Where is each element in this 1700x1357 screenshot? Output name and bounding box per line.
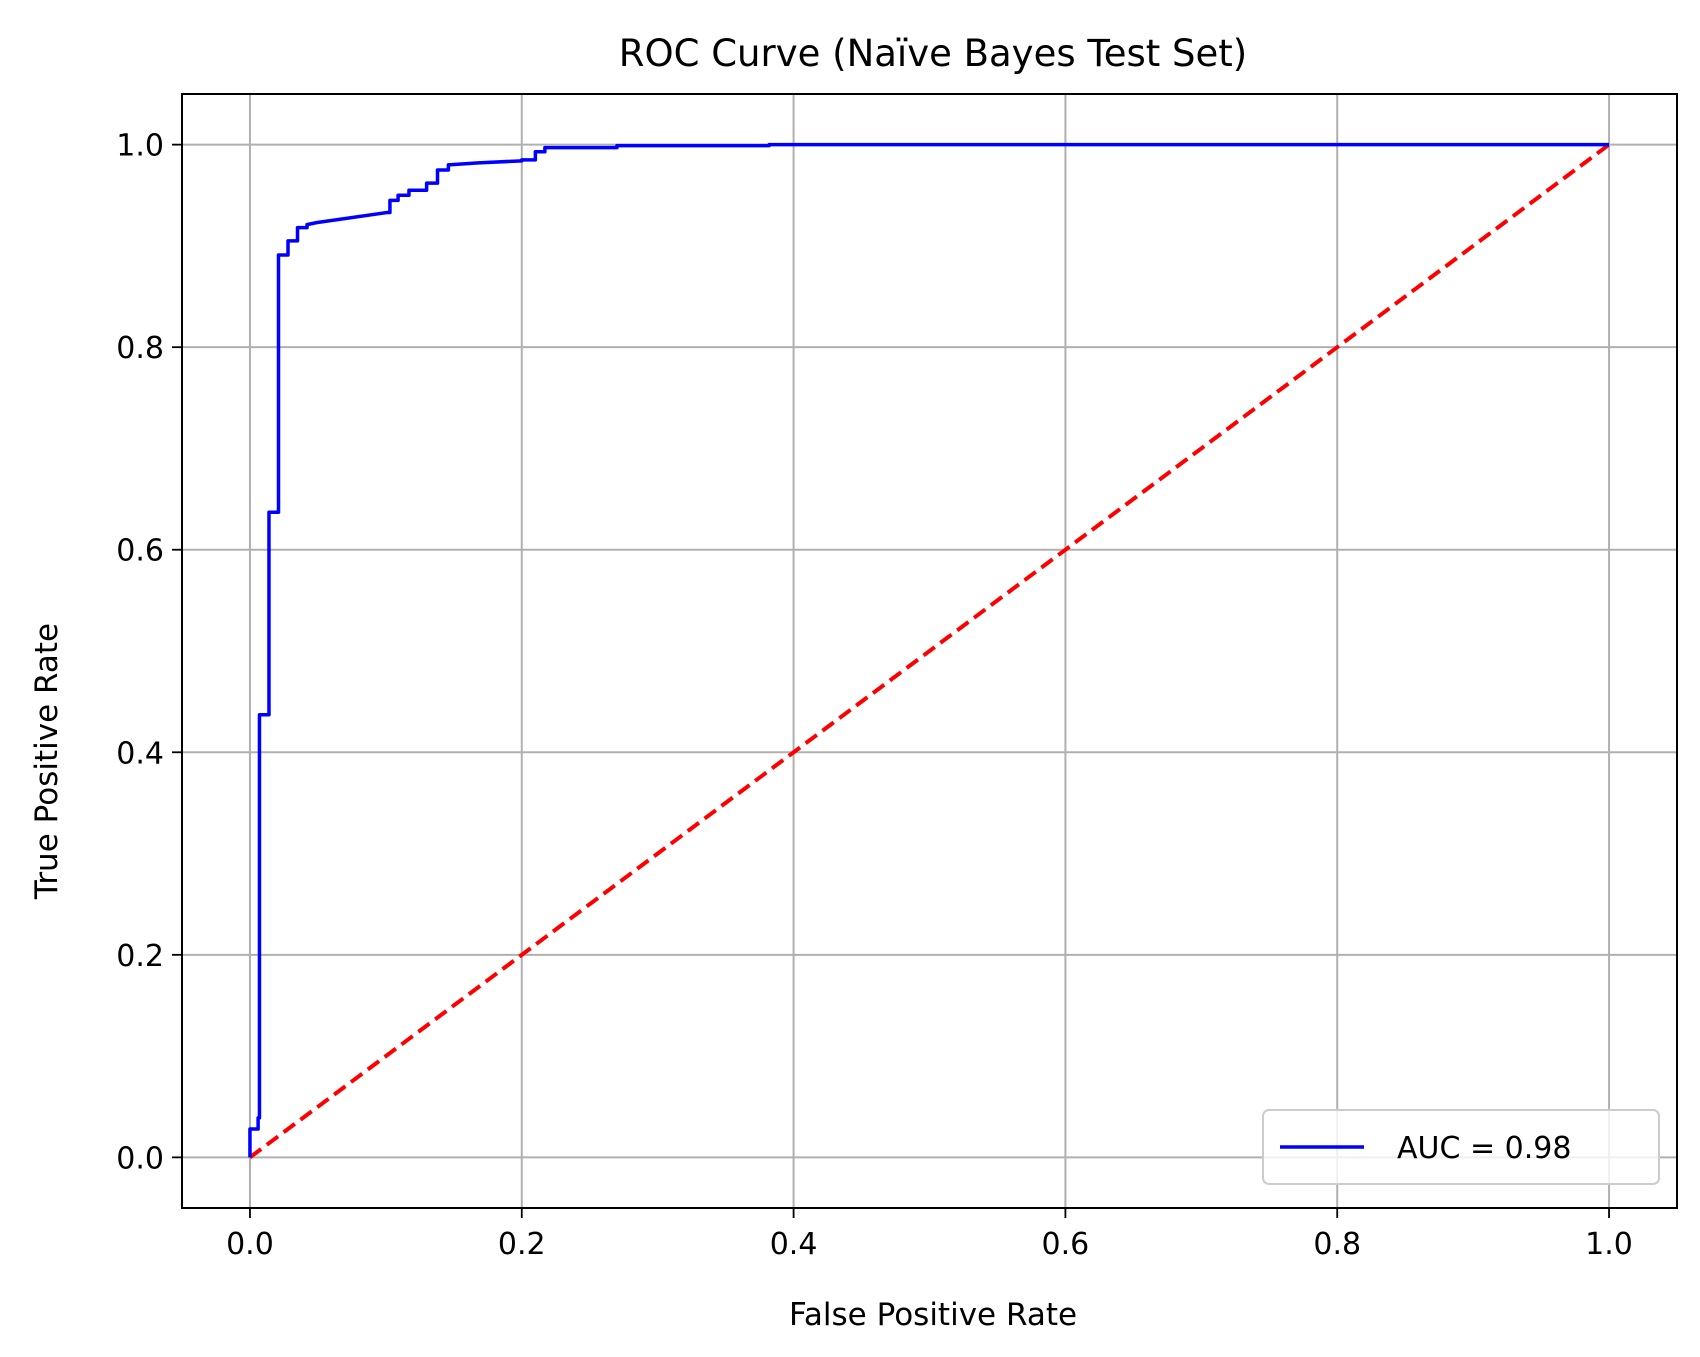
x-tick-label-1: 0.2 <box>498 1227 546 1262</box>
roc-curve-line <box>248 142 1610 1158</box>
y-tick-label-0: 0.0 <box>116 1141 164 1176</box>
x-tick-label-0: 0.0 <box>226 1227 274 1262</box>
chance-diagonal-line <box>248 143 1611 1159</box>
plot-series <box>248 142 1611 1159</box>
y-tick-label-1: 0.2 <box>116 939 164 974</box>
y-tick-label-2: 0.4 <box>116 736 164 771</box>
legend: AUC = 0.98 <box>1262 1109 1660 1185</box>
y-tick-label-3: 0.6 <box>116 534 164 569</box>
x-tick-label-3: 0.6 <box>1042 1227 1090 1262</box>
y-tick-label-4: 0.8 <box>116 331 164 366</box>
legend-entry-label: AUC = 0.98 <box>1397 1131 1571 1166</box>
grid <box>182 94 1677 1208</box>
axis-ticks: 0.0 0.2 0.4 0.6 0.8 1.0 0.0 0.2 0.4 0.6 0.8 1.0 <box>116 129 1633 1262</box>
x-tick-label-2: 0.4 <box>770 1227 818 1262</box>
x-axis-label: False Positive Rate <box>789 1297 1077 1333</box>
y-tick-label-5: 1.0 <box>116 129 164 164</box>
x-tick-label-4: 0.8 <box>1313 1227 1361 1262</box>
plot-frame <box>181 93 1678 1209</box>
y-axis-label: True Positive Rate <box>29 623 65 900</box>
x-tick-label-5: 1.0 <box>1585 1227 1633 1262</box>
chart-title: ROC Curve (Naïve Bayes Test Set) <box>619 32 1247 75</box>
legend-box <box>1262 1109 1660 1185</box>
